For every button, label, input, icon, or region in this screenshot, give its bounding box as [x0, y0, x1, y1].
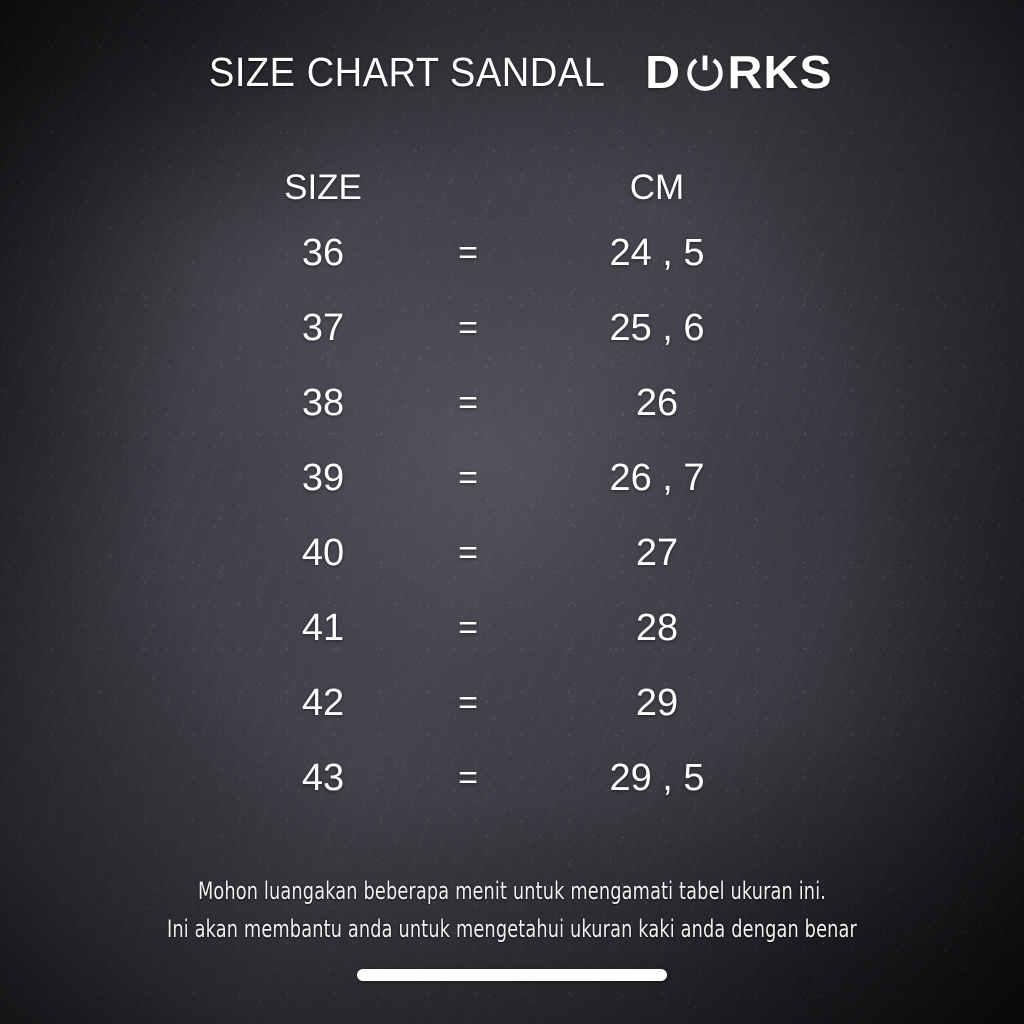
cell-cm: 25 , 6 [609, 307, 705, 349]
size-chart-table: SIZE CM 36 = 24 , 5 37 = 25 , 6 38 = 26 … [248, 160, 776, 816]
cell-equals: = [458, 459, 478, 497]
table-header-row: SIZE CM [248, 160, 776, 216]
footer-note: Mohon luangakan beberapa menit untuk men… [0, 872, 1024, 948]
header: SIZE CHART SANDAL D RKS [0, 40, 1024, 104]
table-row: 38 = 26 [248, 366, 776, 441]
table-row: 40 = 27 [248, 516, 776, 591]
cell-equals: = [458, 309, 478, 347]
power-icon [687, 55, 723, 91]
table-row: 41 = 28 [248, 591, 776, 666]
cell-size: 38 [301, 382, 345, 424]
table-row: 36 = 24 , 5 [248, 216, 776, 291]
cell-size: 41 [301, 607, 345, 649]
footer-note-line-2: Ini akan membantu anda untuk mengetahui … [166, 915, 857, 943]
cell-equals: = [458, 534, 478, 572]
table-row: 39 = 26 , 7 [248, 441, 776, 516]
column-header-size: SIZE [284, 168, 362, 207]
cell-cm: 28 [635, 607, 679, 649]
cell-size: 40 [301, 532, 345, 574]
brand-letters-rks: RKS [727, 46, 833, 98]
table-row: 43 = 29 , 5 [248, 741, 776, 816]
column-header-cm: CM [629, 168, 685, 207]
table-row: 37 = 25 , 6 [248, 291, 776, 366]
cell-size: 43 [301, 757, 345, 799]
cell-size: 37 [301, 307, 345, 349]
bottom-accent-bar [357, 969, 667, 981]
cell-equals: = [458, 609, 478, 647]
page-title: SIZE CHART SANDAL [208, 48, 606, 95]
table-row: 42 = 29 [248, 666, 776, 741]
cell-cm: 24 , 5 [609, 232, 705, 274]
cell-cm: 26 , 7 [609, 457, 705, 499]
cell-size: 36 [301, 232, 345, 274]
cell-cm: 29 , 5 [609, 757, 705, 799]
brand-logo: D RKS [645, 46, 833, 98]
cell-equals: = [458, 684, 478, 722]
cell-cm: 26 [635, 382, 679, 424]
cell-cm: 27 [635, 532, 679, 574]
cell-equals: = [458, 234, 478, 272]
cell-equals: = [458, 384, 478, 422]
cell-cm: 29 [635, 682, 679, 724]
cell-equals: = [458, 759, 478, 797]
brand-letter-d: D [645, 46, 682, 98]
footer-note-line-1: Mohon luangakan beberapa menit untuk men… [197, 877, 827, 905]
cell-size: 42 [301, 682, 345, 724]
cell-size: 39 [301, 457, 345, 499]
